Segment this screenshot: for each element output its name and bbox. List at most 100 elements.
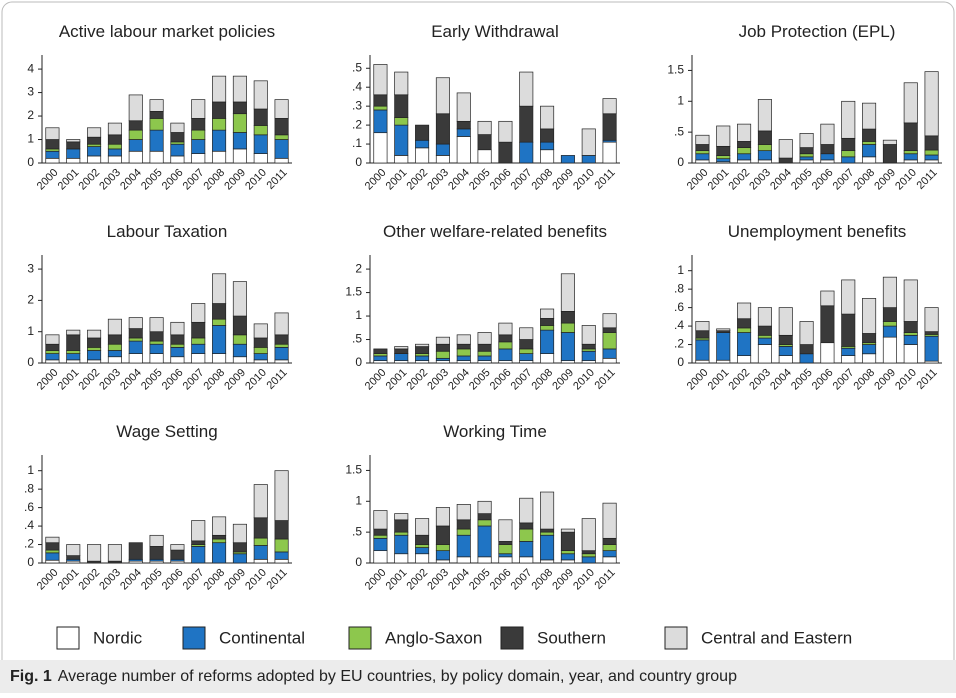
bar-segment <box>581 553 596 558</box>
bar-segment <box>232 523 247 544</box>
bar-segment <box>274 134 289 140</box>
bar-segment <box>394 534 409 555</box>
bar-segment <box>373 537 388 552</box>
bar-segment <box>45 157 60 164</box>
bar-segment <box>560 273 575 312</box>
bar-segment <box>519 327 534 340</box>
bar-segment <box>232 315 247 336</box>
bar-segment <box>924 307 939 332</box>
bar-segment <box>128 94 143 122</box>
bar-segment <box>757 144 772 152</box>
bar-segment <box>540 559 555 564</box>
bar-segment <box>170 122 185 133</box>
bar-segment <box>87 346 102 351</box>
bar-segment <box>456 120 471 130</box>
y-tick-label: 4 <box>27 61 34 75</box>
bar-segment <box>191 139 206 154</box>
bar-segment <box>560 155 575 164</box>
bar-segment <box>581 325 596 345</box>
bar-segment <box>66 329 81 336</box>
bar-segment <box>373 510 388 530</box>
y-tick-label: .8 <box>674 281 684 295</box>
bar-segment <box>862 333 877 344</box>
bar-segment <box>581 360 596 364</box>
y-tick-label: .5 <box>352 524 362 538</box>
bar-segment <box>107 318 122 336</box>
bar-segment <box>498 519 513 542</box>
bar-segment <box>882 276 897 308</box>
bar-segment <box>415 124 430 141</box>
bar-segment <box>903 153 918 161</box>
chart-title: Labour Taxation <box>107 222 228 241</box>
bar-segment <box>253 558 268 564</box>
bar-segment <box>128 150 143 164</box>
bar-segment <box>737 141 752 148</box>
bar-segment <box>778 346 793 356</box>
bar-segment <box>66 353 81 361</box>
bar-segment <box>498 553 513 558</box>
bar-segment <box>274 99 289 119</box>
bar-segment <box>456 348 471 357</box>
bar-segment <box>212 325 227 354</box>
bar-segment <box>394 348 409 354</box>
chart-title: Active labour market policies <box>59 22 275 41</box>
bar-segment <box>602 141 617 164</box>
bar-segment <box>903 122 918 152</box>
bar-segment <box>477 556 492 564</box>
bar-segment <box>191 153 206 164</box>
bar-segment <box>799 156 814 161</box>
bar-segment <box>232 343 247 358</box>
bar-segment <box>170 334 185 345</box>
y-tick-label: .2 <box>674 337 684 351</box>
bar-segment <box>274 139 289 159</box>
bar-segment <box>394 553 409 564</box>
bar-segment <box>212 303 227 320</box>
bar-segment <box>415 547 430 555</box>
bar-segment <box>435 77 450 115</box>
bar-segment <box>757 307 772 327</box>
y-tick-label: .5 <box>674 124 684 138</box>
bar-segment <box>149 129 164 152</box>
bar-segment <box>394 519 409 533</box>
bar-segment <box>716 155 731 160</box>
bar-segment <box>737 327 752 333</box>
y-tick-label: .4 <box>352 79 362 93</box>
bar-segment <box>757 99 772 132</box>
bar-segment <box>716 328 731 332</box>
bar-segment <box>232 334 247 345</box>
bar-segment <box>882 321 897 327</box>
bar-segment <box>128 328 143 339</box>
bar-segment <box>149 317 164 333</box>
bar-segment <box>274 334 289 345</box>
y-tick-label: 1 <box>355 493 362 507</box>
bar-segment <box>212 101 227 119</box>
bar-segment <box>841 150 856 158</box>
bar-segment <box>716 145 731 156</box>
bar-segment <box>695 330 710 339</box>
bar-segment <box>560 553 575 561</box>
y-tick-label: 0 <box>355 355 362 369</box>
bar-segment <box>540 329 555 354</box>
bar-segment <box>560 550 575 555</box>
bar-segment <box>778 355 793 364</box>
bar-segment <box>128 542 143 560</box>
bar-segment <box>924 149 939 156</box>
bar-segment <box>128 353 143 364</box>
bar-segment <box>128 129 143 140</box>
bar-segment <box>581 350 596 362</box>
bar-segment <box>253 359 268 364</box>
y-tick-label: 0 <box>27 355 34 369</box>
bar-segment <box>581 343 596 350</box>
bar-segment <box>191 99 206 119</box>
y-tick-label: 1.5 <box>345 463 362 477</box>
legend-label: Central and Eastern <box>701 628 852 647</box>
bar-segment <box>862 156 877 164</box>
bar-segment <box>253 517 268 539</box>
bar-segment <box>415 544 430 548</box>
bar-segment <box>540 128 555 143</box>
bar-segment <box>45 542 60 551</box>
legend-swatch <box>664 626 688 650</box>
bar-segment <box>191 303 206 323</box>
bar-segment <box>602 550 617 558</box>
bar-segment <box>128 340 143 354</box>
